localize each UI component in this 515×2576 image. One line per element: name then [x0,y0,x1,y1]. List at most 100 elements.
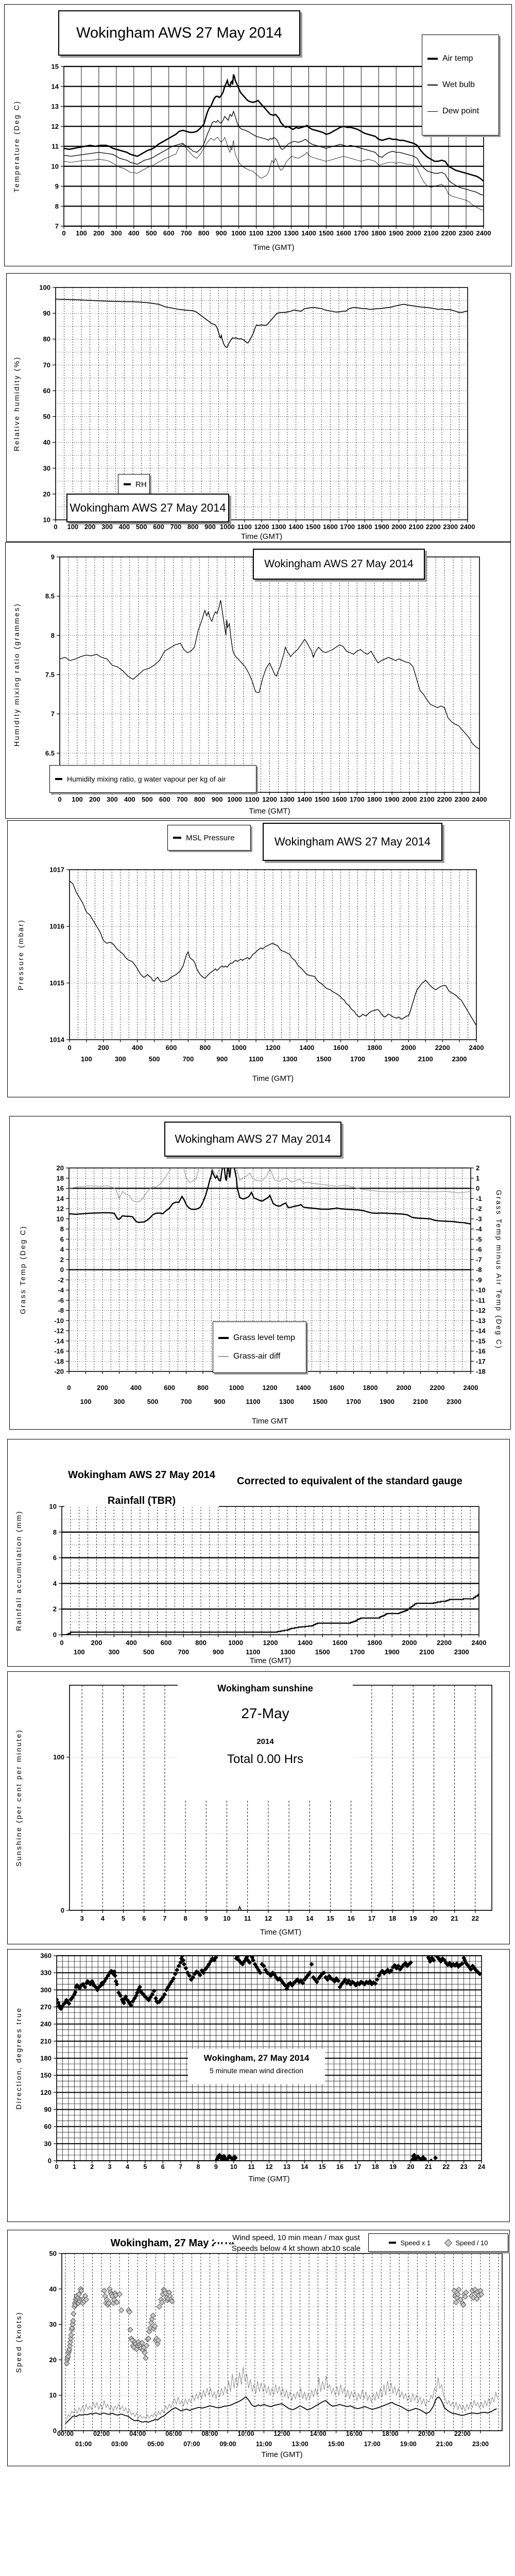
svg-text:10: 10 [43,516,50,524]
svg-text:Grass Temp minus Air Temp (Deg: Grass Temp minus Air Temp (Deg C) [495,1190,503,1350]
grass-level-temp [69,1168,471,1225]
svg-text:11:00: 11:00 [256,2441,272,2448]
svg-text:14: 14 [52,82,59,90]
air-temp-line-icon [427,58,438,60]
svg-text:1200: 1200 [263,1384,278,1392]
svg-text:900: 900 [212,795,223,803]
svg-text:09:00: 09:00 [219,2441,236,2448]
pressure-svg: 0 100 200 300 400 500 600 700 800 900 100011001200… [16,866,484,1083]
svg-text:1700: 1700 [340,523,355,531]
svg-text:700: 700 [178,1648,189,1656]
svg-text:800: 800 [199,1044,211,1052]
svg-text:10: 10 [52,162,59,170]
svg-text:60: 60 [44,2123,52,2130]
rain-accumulation [62,1594,479,1635]
svg-text:2100: 2100 [413,1398,428,1405]
svg-text:4: 4 [101,1914,105,1922]
svg-text:11: 11 [248,2163,255,2171]
chart-title: Wokingham AWS 27 May 2014 [264,558,414,570]
svg-text:Speed (knots): Speed (knots) [14,2311,23,2373]
svg-text:1: 1 [476,1174,479,1182]
svg-text:1016: 1016 [49,923,64,930]
air-temp [64,74,484,182]
mean-speed [65,2396,497,2424]
svg-text:500: 500 [146,229,157,237]
svg-text:Time (GMT): Time (GMT) [252,1074,294,1083]
svg-text:1200: 1200 [254,523,269,531]
wet-bulb [64,110,484,196]
svg-text:8: 8 [60,1225,64,1233]
chart-wind-speed: Wokingham, 27 May 2014 Wind speed, 10 mi… [7,2230,510,2466]
svg-text:-20: -20 [54,1368,64,1376]
svg-text:11: 11 [52,143,59,150]
svg-text:-11: -11 [476,1296,485,1304]
svg-text:Time (GMT): Time (GMT) [261,2450,302,2459]
svg-text:500: 500 [143,1648,154,1656]
svg-text:1400: 1400 [298,1639,313,1647]
chart-wind-direction: Wokingham, 27 May 2014 5 minute mean win… [7,1949,510,2222]
svg-text:0: 0 [67,1384,71,1392]
legend-item: Dew point [427,107,493,116]
speed-x1-line-icon [388,2242,396,2244]
wet-bulb-line-icon [427,84,438,86]
svg-text:24: 24 [478,2163,485,2171]
svg-text:0: 0 [55,2163,59,2171]
svg-text:2: 2 [53,1605,57,1613]
svg-text:2400: 2400 [472,795,487,803]
svg-text:0: 0 [48,2157,52,2165]
svg-text:9: 9 [55,182,59,190]
chart-temperature: Wokingham AWS 27 May 2014 Air temp Wet b… [4,4,512,266]
svg-text:2400: 2400 [476,229,491,237]
svg-text:14:00: 14:00 [310,2430,327,2437]
svg-text:10: 10 [49,2392,57,2399]
svg-text:2000: 2000 [401,1044,416,1052]
svg-text:1800: 1800 [357,523,372,531]
svg-text:1500: 1500 [306,523,321,531]
svg-text:240: 240 [40,2020,52,2028]
svg-text:Grass Temp (Deg C): Grass Temp (Deg C) [19,1225,27,1314]
svg-text:8.5: 8.5 [45,592,55,600]
svg-text:23:00: 23:00 [472,2441,489,2448]
svg-text:2100: 2100 [420,795,435,803]
speed-div10-diamond-icon [444,2239,452,2247]
svg-text:-8: -8 [58,1307,64,1314]
svg-text:9: 9 [214,2163,218,2171]
svg-text:2000: 2000 [402,795,417,803]
svg-text:0: 0 [58,795,61,803]
svg-text:900: 900 [216,229,227,237]
svg-text:Time (GMT): Time (GMT) [248,2175,289,2183]
svg-text:2300: 2300 [443,523,458,531]
svg-text:50: 50 [43,413,50,420]
svg-text:16: 16 [347,1914,354,1922]
svg-text:5: 5 [143,2163,147,2171]
svg-text:3: 3 [80,1914,84,1922]
svg-text:900: 900 [214,1398,226,1405]
chart-subtitle: Wind speed, 10 min mean / max gust [214,2233,379,2242]
svg-text:1600: 1600 [330,1384,345,1392]
svg-text:-2: -2 [58,1276,64,1284]
svg-text:10: 10 [57,1215,64,1223]
svg-text:1015: 1015 [49,979,64,987]
chart-title: Wokingham AWS 27 May 2014 [76,24,282,41]
svg-text:Time (GMT): Time (GMT) [260,1928,301,1937]
svg-text:40: 40 [49,2285,57,2293]
svg-text:10: 10 [230,2163,237,2171]
svg-text:2300: 2300 [452,1055,467,1063]
svg-text:18: 18 [57,1174,64,1182]
chart-grass-temp: Wokingham AWS 27 May 2014 Grass level te… [9,1116,511,1430]
svg-text:400: 400 [118,523,130,531]
sunshine-percent [70,1905,492,1910]
svg-text:2400: 2400 [460,523,475,531]
svg-text:-18: -18 [476,1368,486,1376]
legend-item: Air temp [427,54,493,63]
svg-text:15:00: 15:00 [328,2441,345,2448]
chart-title: Wokingham AWS 27 May 2014 [175,1132,331,1145]
chart-title-box: Wokingham AWS 27 May 2014 [66,494,229,522]
svg-text:-14: -14 [54,1337,64,1345]
wind-direction-svg: 0 1 2 3 4 5 6 7 8 9 10 11 12 13 14 15 16 17 18 19 20 21 22 23 24… [14,1952,485,2184]
mixing-ratio-line-icon [55,778,62,780]
svg-text:2000: 2000 [391,523,406,531]
svg-text:20: 20 [430,1914,437,1922]
svg-text:600: 600 [166,1044,177,1052]
